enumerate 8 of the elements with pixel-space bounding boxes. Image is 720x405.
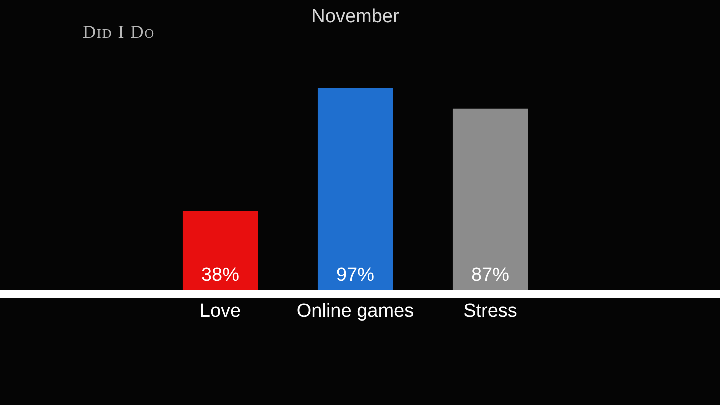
data-label: 87% <box>471 265 510 286</box>
x-tick-label: Love <box>200 300 242 322</box>
x-tick-label: Online games <box>296 300 414 322</box>
data-label: 97% <box>336 265 375 286</box>
text: Did I Do <box>83 22 156 43</box>
chart-title: November <box>312 6 400 28</box>
x-tick-label: Stress <box>464 300 518 322</box>
data-label: 38% <box>201 265 240 286</box>
